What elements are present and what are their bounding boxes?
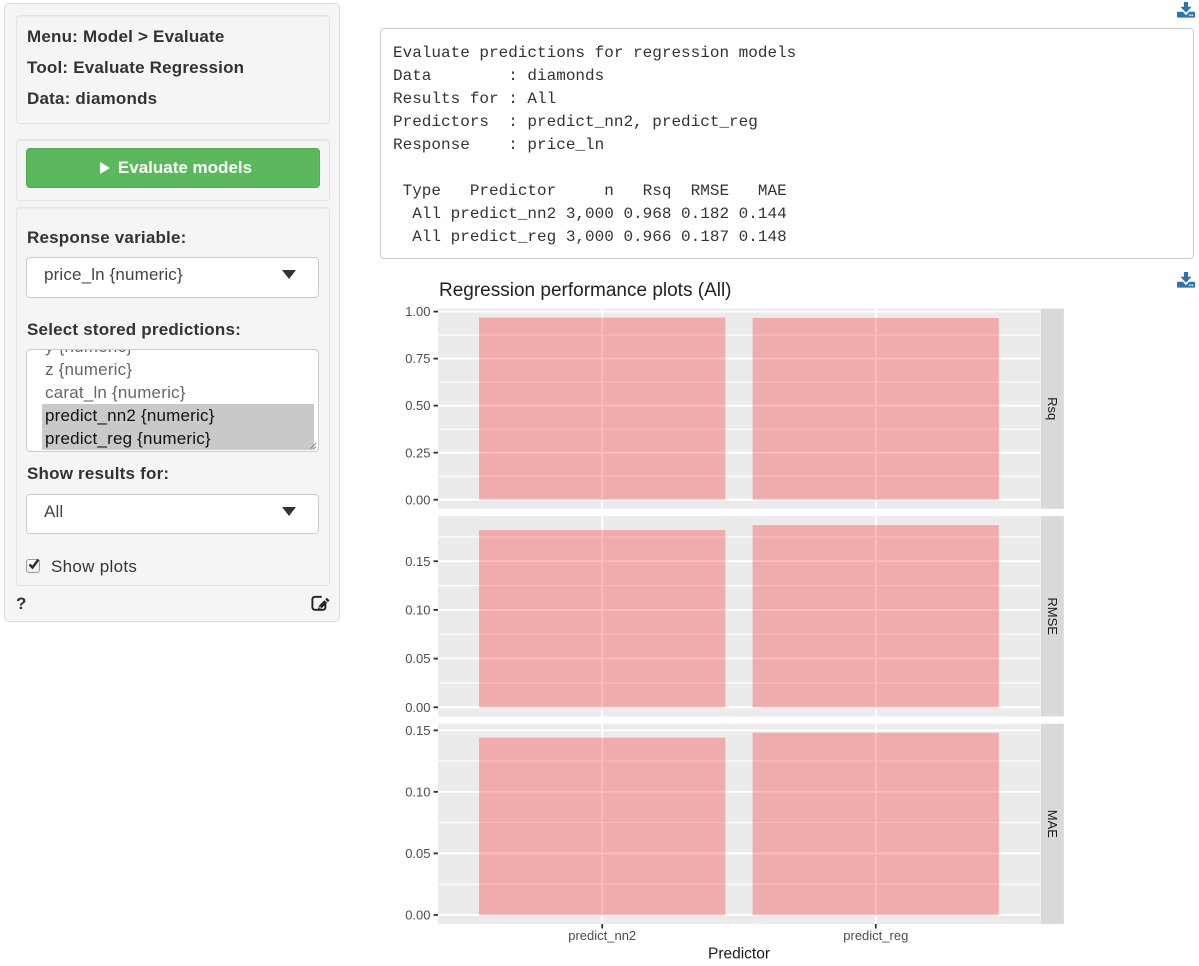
- svg-text:predict_reg: predict_reg: [843, 928, 908, 943]
- svg-text:0.15: 0.15: [405, 554, 430, 569]
- svg-text:0.50: 0.50: [405, 398, 430, 413]
- svg-text:0.25: 0.25: [405, 445, 430, 460]
- svg-text:predict_nn2: predict_nn2: [568, 928, 636, 943]
- svg-text:RMSE: RMSE: [1045, 597, 1060, 635]
- svg-text:0.00: 0.00: [405, 700, 430, 715]
- svg-text:0.15: 0.15: [405, 723, 430, 738]
- svg-text:0.75: 0.75: [405, 351, 430, 366]
- svg-text:0.00: 0.00: [405, 908, 430, 923]
- svg-text:0.05: 0.05: [405, 651, 430, 666]
- svg-text:Predictor: Predictor: [708, 946, 770, 963]
- svg-text:0.05: 0.05: [405, 846, 430, 861]
- svg-text:0.10: 0.10: [405, 603, 430, 618]
- svg-text:0.10: 0.10: [405, 784, 430, 799]
- svg-text:1.00: 1.00: [405, 304, 430, 319]
- svg-text:Rsq: Rsq: [1045, 397, 1060, 420]
- svg-text:0.00: 0.00: [405, 492, 430, 507]
- svg-text:MAE: MAE: [1045, 810, 1060, 839]
